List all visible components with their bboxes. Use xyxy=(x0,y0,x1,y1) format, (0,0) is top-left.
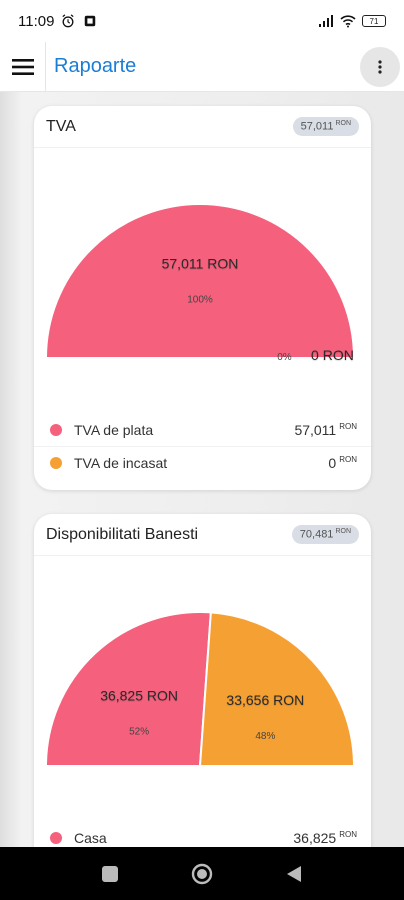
legend-label: TVA de plata xyxy=(74,421,154,438)
legend-label: Casa xyxy=(74,829,107,846)
report-card-disponibilitati-banesti[interactable]: Disponibilitati Banesti 70,481 RON 36,825… xyxy=(34,514,371,847)
signal-icon xyxy=(319,15,333,27)
back-icon[interactable] xyxy=(285,865,303,883)
status-bar: 11:09 71 xyxy=(0,0,404,42)
home-icon[interactable] xyxy=(191,863,213,885)
legend-unit: RON xyxy=(339,421,357,431)
legend-item-tva-de-plata[interactable]: TVA de plata 57,011 RON xyxy=(34,413,371,446)
chart-legend: Casa 36,825 RON xyxy=(34,821,371,847)
disponibilitati-half-pie-chart: 36,825 RON 52% 33,656 RON 48% xyxy=(44,611,356,767)
card-header: Disponibilitati Banesti 70,481 RON xyxy=(34,514,371,556)
battery-icon: 71 xyxy=(362,15,386,27)
tva-half-pie-chart: 57,011 RON 100% 0 RON 0% xyxy=(44,203,356,363)
hamburger-icon xyxy=(11,58,34,75)
alarm-icon xyxy=(62,14,75,28)
legend-amount: 36,825 xyxy=(293,829,337,846)
legend-value: 57,011 RON xyxy=(294,422,357,438)
pie-slice[interactable] xyxy=(44,203,356,359)
slice-value-label: 36,825 RON xyxy=(100,688,178,704)
slice-value-label: 57,011 RON xyxy=(162,256,239,272)
notification-app-icon xyxy=(85,15,96,27)
legend-amount: 0 xyxy=(328,455,337,471)
system-navigation-bar xyxy=(0,847,404,900)
recents-icon[interactable] xyxy=(101,865,119,883)
legend-value: 0 RON xyxy=(328,455,357,471)
card-title: TVA xyxy=(46,117,76,135)
total-value: 57,011 xyxy=(300,120,334,133)
slice-percent-label: 52% xyxy=(129,727,149,738)
reports-list[interactable]: TVA 57,011 RON 57,011 RON 100% 0 RON 0% TVA … xyxy=(0,92,404,847)
more-vert-icon xyxy=(378,59,382,74)
status-time: 11:09 xyxy=(18,12,55,30)
card-header: TVA 57,011 RON xyxy=(34,106,371,148)
legend-color-dot xyxy=(50,831,62,844)
legend-item-tva-de-incasat[interactable]: TVA de incasat 0 RON xyxy=(34,446,371,479)
legend-color-dot xyxy=(50,423,62,436)
pie-slice[interactable] xyxy=(44,611,212,767)
total-badge: 70,481 RON xyxy=(291,525,359,544)
total-currency: RON xyxy=(335,528,351,536)
slice-percent-label: 48% xyxy=(255,731,275,742)
more-options-button[interactable] xyxy=(360,46,400,87)
legend-amount: 57,011 xyxy=(294,421,337,438)
slice-value-label: 0 RON xyxy=(311,347,354,363)
legend-unit: RON xyxy=(339,829,357,839)
legend-label: TVA de incasat xyxy=(74,455,168,471)
wifi-icon xyxy=(340,15,356,28)
legend-color-dot xyxy=(50,457,62,469)
hamburger-menu-button[interactable] xyxy=(0,41,46,92)
slice-percent-label: 100% xyxy=(187,295,213,306)
total-value: 70,481 xyxy=(299,528,334,541)
total-badge: 57,011 RON xyxy=(292,117,359,136)
total-currency: RON xyxy=(335,120,351,128)
slice-value-label: 33,656 RON xyxy=(226,692,304,708)
pie-slice[interactable] xyxy=(198,611,356,767)
app-bar: Rapoarte xyxy=(0,41,404,92)
card-title: Disponibilitati Banesti xyxy=(46,525,199,543)
page-title: Rapoarte xyxy=(54,55,137,77)
legend-unit: RON xyxy=(339,455,357,465)
legend-value: 36,825 RON xyxy=(293,830,357,846)
slice-percent-label: 0% xyxy=(277,352,292,363)
report-card-tva[interactable]: TVA 57,011 RON 57,011 RON 100% 0 RON 0% TVA … xyxy=(34,106,371,490)
legend-item-casa[interactable]: Casa 36,825 RON xyxy=(34,821,371,847)
